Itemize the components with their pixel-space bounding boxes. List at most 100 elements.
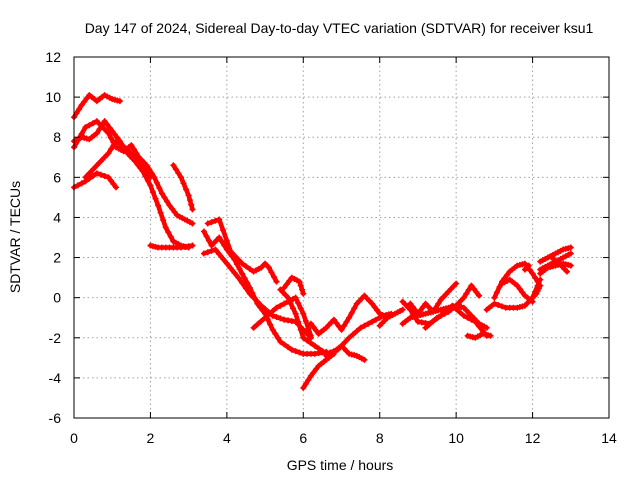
data-point-marker	[206, 237, 213, 244]
data-point-marker	[300, 334, 307, 341]
data-point-marker	[170, 162, 177, 169]
data-point-marker	[407, 300, 414, 307]
data-point-marker	[305, 325, 312, 332]
data-point-marker	[113, 138, 120, 145]
data-point-marker	[453, 280, 460, 287]
data-point-marker	[529, 298, 536, 305]
data-point-marker	[93, 170, 100, 177]
data-point-marker	[273, 304, 280, 311]
data-point-marker	[365, 320, 372, 327]
data-point-marker	[296, 278, 303, 285]
data-point-marker	[221, 242, 228, 249]
data-point-marker	[499, 303, 505, 310]
data-point-marker	[175, 170, 182, 177]
data-point-marker	[273, 278, 280, 285]
data-point-marker	[361, 322, 368, 329]
data-point-marker	[285, 344, 291, 351]
data-point-marker	[231, 252, 238, 259]
data-point-marker	[153, 179, 160, 186]
data-point-marker	[128, 142, 135, 149]
data-point-marker	[143, 168, 150, 175]
y-axis-label: SDTVAR / TECUs	[7, 181, 23, 293]
data-point-marker	[97, 158, 104, 165]
data-point-marker	[234, 261, 241, 268]
data-point-marker	[295, 300, 302, 307]
data-point-marker	[93, 162, 100, 169]
data-point-marker	[292, 310, 299, 317]
y-tick-label: 8	[53, 129, 61, 145]
data-point-marker	[420, 304, 427, 311]
axis-ticks: 0 2 4 6 8 10 12 14 -6 -4 -2 0 2 4 6 8 10 12	[45, 49, 617, 446]
data-point-marker	[81, 98, 88, 105]
data-point-marker	[86, 122, 93, 129]
data-point-marker	[120, 143, 127, 150]
data-point-marker	[74, 182, 81, 189]
data-point-marker	[297, 282, 304, 289]
data-point-marker	[463, 290, 470, 297]
data-point-marker	[212, 246, 219, 253]
data-point-marker	[465, 286, 472, 293]
data-point-marker	[297, 326, 304, 333]
data-point-marker	[300, 384, 307, 391]
data-point-marker	[304, 337, 311, 344]
data-point-marker	[307, 332, 314, 339]
data-point-marker	[258, 302, 265, 309]
data-point-marker	[178, 174, 184, 181]
data-point-marker	[250, 324, 257, 331]
x-tick-label: 10	[448, 430, 464, 446]
data-point-marker	[476, 323, 483, 330]
data-point-marker	[495, 302, 502, 309]
data-point-marker	[239, 260, 246, 267]
data-point-marker	[99, 122, 106, 129]
data-point-marker	[105, 130, 112, 137]
data-point-marker	[78, 180, 85, 187]
y-tick-label: 6	[53, 169, 61, 185]
data-point-marker	[504, 271, 511, 278]
data-point-marker	[265, 264, 272, 271]
data-point-marker	[292, 348, 299, 355]
data-point-marker	[371, 304, 378, 311]
data-point-marker	[250, 294, 257, 301]
data-point-marker	[369, 318, 376, 325]
data-point-marker	[290, 305, 297, 312]
data-point-marker	[399, 306, 406, 313]
data-point-marker	[189, 206, 196, 213]
data-point-marker	[296, 349, 303, 356]
data-point-marker	[313, 366, 320, 373]
data-point-marker	[157, 209, 164, 216]
data-point-marker	[302, 318, 309, 325]
data-point-marker	[105, 174, 112, 181]
data-point-marker	[468, 282, 475, 289]
data-point-marker	[491, 300, 498, 307]
data-point-marker	[357, 324, 364, 331]
data-point-marker	[227, 248, 234, 255]
data-point-marker	[437, 312, 444, 319]
data-point-marker	[235, 256, 242, 263]
data-point-marker	[227, 265, 234, 272]
data-point-marker	[343, 318, 350, 325]
data-layer	[71, 92, 574, 391]
data-point-marker	[106, 124, 113, 131]
data-point-marker	[231, 269, 238, 276]
data-point-marker	[239, 279, 246, 286]
data-point-marker	[101, 172, 108, 179]
data-point-marker	[412, 307, 419, 314]
data-point-marker	[372, 316, 379, 323]
data-point-marker	[348, 310, 355, 317]
data-point-marker	[288, 346, 295, 353]
data-point-marker	[101, 118, 108, 125]
data-point-marker	[239, 270, 246, 277]
data-point-marker	[107, 146, 114, 153]
data-point-marker	[283, 281, 290, 288]
data-point-marker	[281, 300, 288, 307]
data-point-marker	[369, 300, 376, 307]
series-track-3	[71, 118, 191, 250]
data-point-marker	[235, 274, 242, 281]
x-tick-label: 14	[601, 430, 617, 446]
data-point-marker	[111, 131, 118, 138]
data-point-marker	[183, 186, 190, 193]
data-point-marker	[361, 356, 368, 363]
data-point-marker	[139, 163, 146, 170]
data-point-marker	[286, 277, 293, 284]
data-point-marker	[93, 118, 100, 125]
